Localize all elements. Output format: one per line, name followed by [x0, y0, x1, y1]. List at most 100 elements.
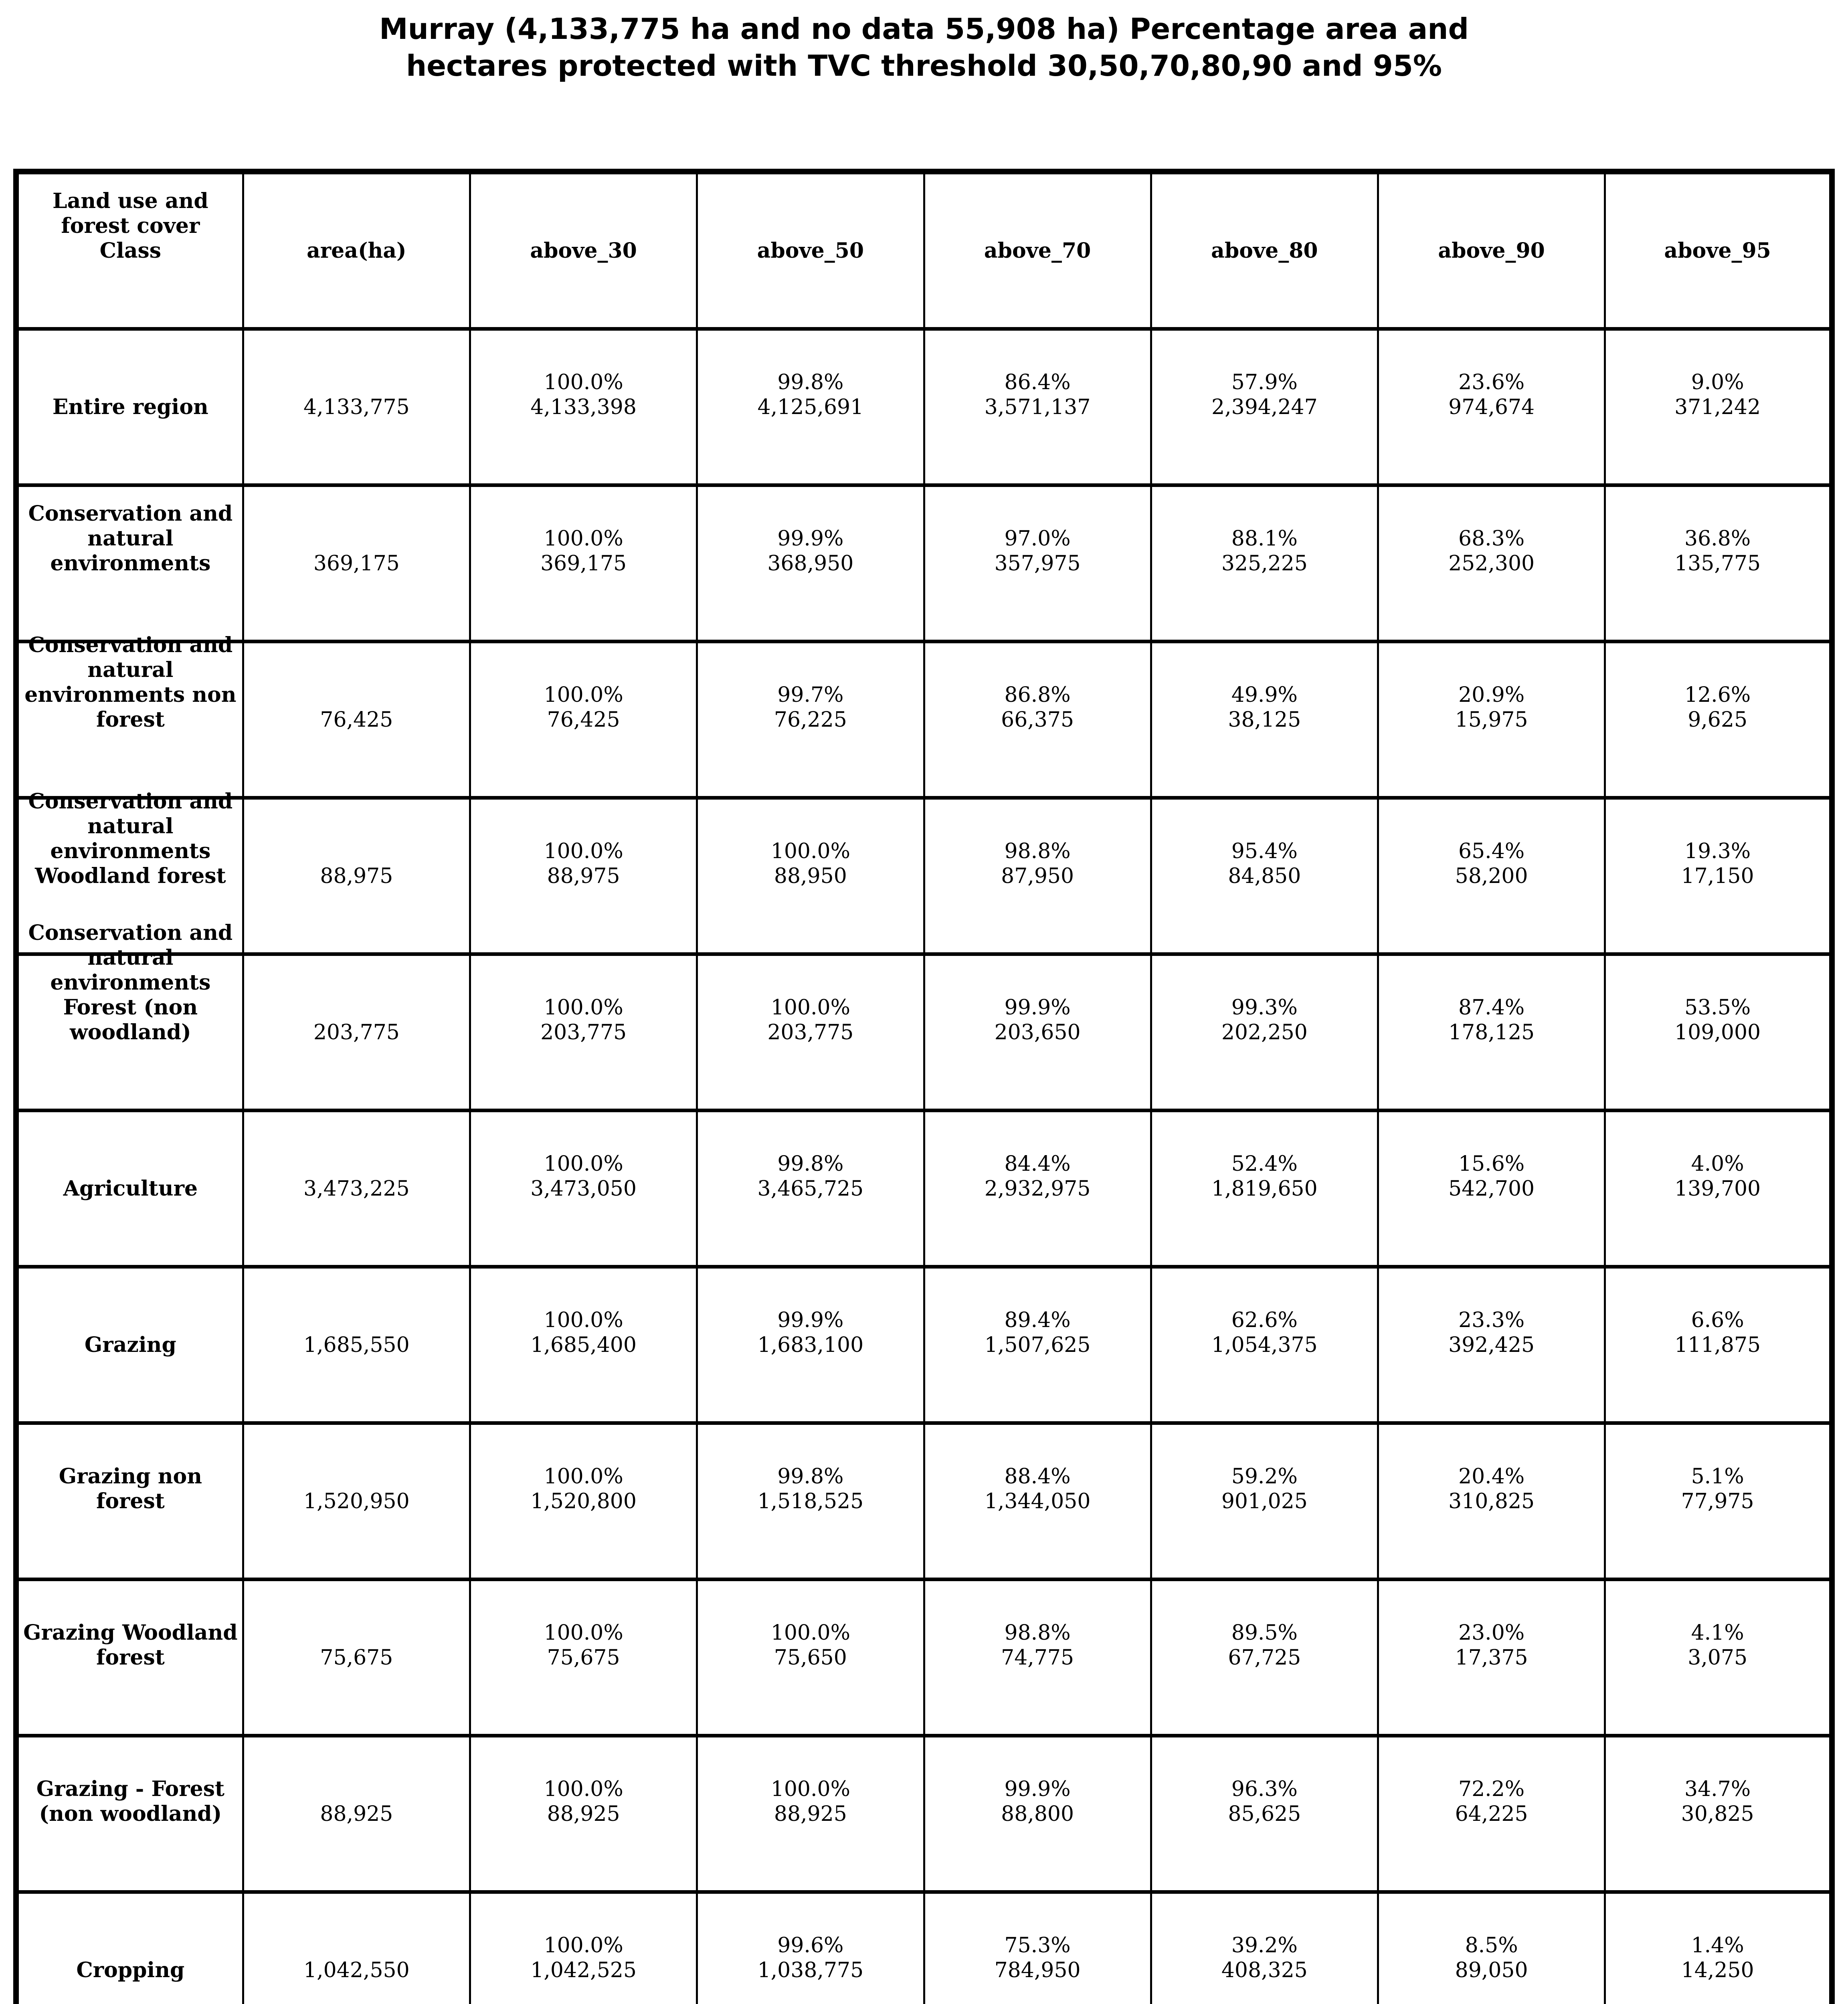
threshold-cell-3: 88.1% 325,225 — [1150, 483, 1379, 643]
threshold-cell-4: 23.6% 974,674 — [1377, 327, 1606, 487]
land-use-table: Land use and forest cover Class area(ha) abo… — [13, 169, 1835, 2004]
threshold-cell-3: 96.3% 85,625 — [1150, 1734, 1379, 1894]
area-ha-cell: 1,520,950 — [242, 1421, 471, 1581]
threshold-cell-4: 20.4% 310,825 — [1377, 1421, 1606, 1581]
threshold-cell-4: 72.2% 64,225 — [1377, 1734, 1606, 1894]
area-ha-cell: 3,473,225 — [242, 1109, 471, 1269]
threshold-cell-2: 99.9% 203,650 — [923, 952, 1152, 1112]
threshold-cell-4: 68.3% 252,300 — [1377, 483, 1606, 643]
threshold-cell-5: 6.6% 111,875 — [1604, 1265, 1833, 1425]
table-header-row: Land use and forest cover Class area(ha) abo… — [15, 170, 1833, 331]
threshold-cell-3: 57.9% 2,394,247 — [1150, 327, 1379, 487]
row-label: Conservation and natural environments — [15, 483, 244, 643]
threshold-cell-1: 99.8% 4,125,691 — [696, 327, 925, 487]
area-ha-cell: 203,775 — [242, 952, 471, 1112]
threshold-cell-0: 100.0% 76,425 — [469, 640, 698, 800]
threshold-cell-0: 100.0% 369,175 — [469, 483, 698, 643]
table-row-4: Conservation and natural environments Fores… — [15, 921, 1833, 1112]
column-header-4: above_70 — [923, 170, 1152, 331]
threshold-cell-1: 100.0% 88,950 — [696, 796, 925, 956]
threshold-cell-5: 36.8% 135,775 — [1604, 483, 1833, 643]
threshold-cell-2: 97.0% 357,975 — [923, 483, 1152, 643]
page-title-line1: Murray (4,133,775 ha and no data 55,908 … — [379, 12, 1469, 46]
threshold-cell-5: 34.7% 30,825 — [1604, 1734, 1833, 1894]
threshold-cell-1: 99.8% 3,465,725 — [696, 1109, 925, 1269]
table-row-3: Conservation and natural environments Woodl… — [15, 789, 1833, 956]
threshold-cell-0: 100.0% 88,925 — [469, 1734, 698, 1894]
area-ha-cell: 1,685,550 — [242, 1265, 471, 1425]
area-ha-cell: 88,925 — [242, 1734, 471, 1894]
threshold-cell-3: 62.6% 1,054,375 — [1150, 1265, 1379, 1425]
threshold-cell-2: 98.8% 87,950 — [923, 796, 1152, 956]
threshold-cell-5: 53.5% 109,000 — [1604, 952, 1833, 1112]
row-label: Conservation and natural environments non f… — [15, 633, 244, 800]
threshold-cell-0: 100.0% 1,520,800 — [469, 1421, 698, 1581]
threshold-cell-0: 100.0% 1,042,525 — [469, 1890, 698, 2004]
threshold-cell-3: 59.2% 901,025 — [1150, 1421, 1379, 1581]
threshold-cell-2: 84.4% 2,932,975 — [923, 1109, 1152, 1269]
threshold-cell-1: 99.7% 76,225 — [696, 640, 925, 800]
area-ha-cell: 369,175 — [242, 483, 471, 643]
column-header-0: Land use and forest cover Class — [15, 170, 244, 331]
threshold-cell-2: 75.3% 784,950 — [923, 1890, 1152, 2004]
threshold-cell-4: 20.9% 15,975 — [1377, 640, 1606, 800]
threshold-cell-3: 39.2% 408,325 — [1150, 1890, 1379, 2004]
area-ha-cell: 88,975 — [242, 796, 471, 956]
threshold-cell-1: 100.0% 75,650 — [696, 1578, 925, 1737]
threshold-cell-4: 23.0% 17,375 — [1377, 1578, 1606, 1737]
threshold-cell-0: 100.0% 203,775 — [469, 952, 698, 1112]
threshold-cell-1: 99.8% 1,518,525 — [696, 1421, 925, 1581]
threshold-cell-3: 52.4% 1,819,650 — [1150, 1109, 1379, 1269]
column-header-7: above_95 — [1604, 170, 1833, 331]
table-row-1: Conservation and natural environments 369,1… — [15, 483, 1833, 643]
threshold-cell-5: 9.0% 371,242 — [1604, 327, 1833, 487]
threshold-cell-3: 99.3% 202,250 — [1150, 952, 1379, 1112]
threshold-cell-5: 1.4% 14,250 — [1604, 1890, 1833, 2004]
threshold-cell-1: 100.0% 88,925 — [696, 1734, 925, 1894]
threshold-cell-5: 5.1% 77,975 — [1604, 1421, 1833, 1581]
threshold-cell-0: 100.0% 3,473,050 — [469, 1109, 698, 1269]
row-label: Grazing - Forest (non woodland) — [15, 1734, 244, 1894]
area-ha-cell: 76,425 — [242, 640, 471, 800]
row-label: Conservation and natural environments Fores… — [15, 921, 244, 1112]
threshold-cell-4: 15.6% 542,700 — [1377, 1109, 1606, 1269]
table-row-7: Grazing non forest 1,520,950 100.0% 1,520,80… — [15, 1421, 1833, 1581]
threshold-cell-4: 23.3% 392,425 — [1377, 1265, 1606, 1425]
threshold-cell-2: 86.4% 3,571,137 — [923, 327, 1152, 487]
threshold-cell-4: 87.4% 178,125 — [1377, 952, 1606, 1112]
threshold-cell-5: 19.3% 17,150 — [1604, 796, 1833, 956]
threshold-cell-1: 100.0% 203,775 — [696, 952, 925, 1112]
page-title-line2: hectares protected with TVC threshold 30… — [406, 49, 1442, 83]
table-row-5: Agriculture 3,473,225 100.0% 3,473,050 99.8%… — [15, 1109, 1833, 1269]
table-row-8: Grazing Woodland forest 75,675 100.0% 75,675… — [15, 1578, 1833, 1737]
threshold-cell-4: 8.5% 89,050 — [1377, 1890, 1606, 2004]
row-label: Cropping — [15, 1890, 244, 2004]
column-header-5: above_80 — [1150, 170, 1379, 331]
table-row-0: Entire region 4,133,775 100.0% 4,133,398 99.… — [15, 327, 1833, 487]
threshold-cell-2: 99.9% 88,800 — [923, 1734, 1152, 1894]
column-header-1: area(ha) — [242, 170, 471, 331]
threshold-cell-0: 100.0% 88,975 — [469, 796, 698, 956]
row-label: Entire region — [15, 327, 244, 487]
area-ha-cell: 75,675 — [242, 1578, 471, 1737]
column-header-2: above_30 — [469, 170, 698, 331]
column-header-6: above_90 — [1377, 170, 1606, 331]
page-title: Murray (4,133,775 ha and no data 55,908 … — [0, 10, 1848, 84]
row-label: Grazing non forest — [15, 1421, 244, 1581]
row-label: Grazing — [15, 1265, 244, 1425]
threshold-cell-4: 65.4% 58,200 — [1377, 796, 1606, 956]
threshold-cell-0: 100.0% 4,133,398 — [469, 327, 698, 487]
threshold-cell-1: 99.6% 1,038,775 — [696, 1890, 925, 2004]
threshold-cell-3: 95.4% 84,850 — [1150, 796, 1379, 956]
threshold-cell-2: 88.4% 1,344,050 — [923, 1421, 1152, 1581]
threshold-cell-5: 12.6% 9,625 — [1604, 640, 1833, 800]
table-row-9: Grazing - Forest (non woodland) 88,925 100.… — [15, 1734, 1833, 1894]
table-row-10: Cropping 1,042,550 100.0% 1,042,525 99.6% 1,0… — [15, 1890, 1833, 2004]
row-label: Conservation and natural environments Woodl… — [15, 789, 244, 956]
area-ha-cell: 1,042,550 — [242, 1890, 471, 2004]
threshold-cell-3: 49.9% 38,125 — [1150, 640, 1379, 800]
threshold-cell-5: 4.1% 3,075 — [1604, 1578, 1833, 1737]
threshold-cell-2: 98.8% 74,775 — [923, 1578, 1152, 1737]
threshold-cell-3: 89.5% 67,725 — [1150, 1578, 1379, 1737]
row-label: Grazing Woodland forest — [15, 1578, 244, 1737]
